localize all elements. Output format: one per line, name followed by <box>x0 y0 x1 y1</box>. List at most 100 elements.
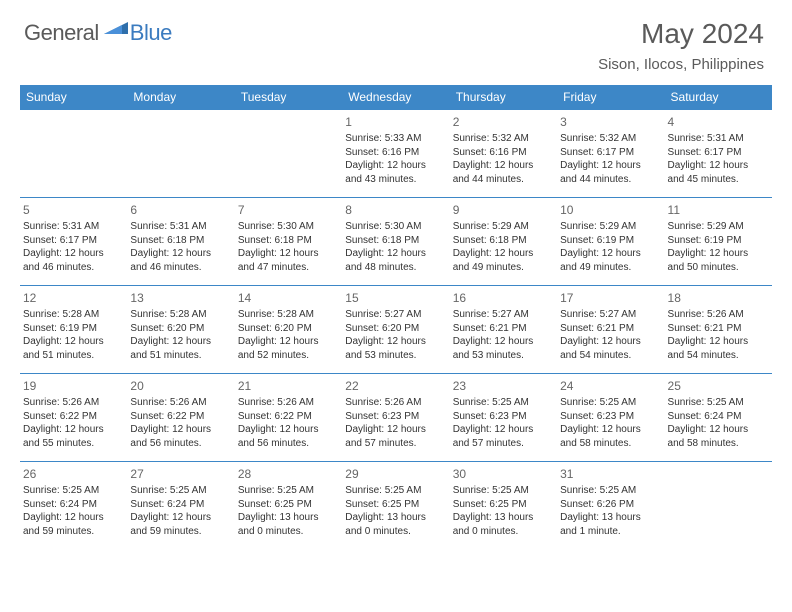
calendar-body: 1 Sunrise: 5:33 AMSunset: 6:16 PMDaylight… <box>20 110 772 546</box>
day-details: Sunrise: 5:28 AMSunset: 6:20 PMDaylight:… <box>130 308 231 362</box>
day-number: 14 <box>238 290 339 306</box>
day-details: Sunrise: 5:31 AMSunset: 6:18 PMDaylight:… <box>130 220 231 274</box>
weekday-header: Tuesday <box>235 85 342 110</box>
calendar-cell: 4 Sunrise: 5:31 AMSunset: 6:17 PMDaylight… <box>665 110 772 198</box>
calendar-cell <box>127 110 234 198</box>
calendar-cell: 28 Sunrise: 5:25 AMSunset: 6:25 PMDayligh… <box>235 462 342 546</box>
calendar-cell <box>235 110 342 198</box>
day-number: 8 <box>345 202 446 218</box>
day-details: Sunrise: 5:29 AMSunset: 6:19 PMDaylight:… <box>668 220 769 274</box>
calendar-cell: 24 Sunrise: 5:25 AMSunset: 6:23 PMDayligh… <box>557 374 664 462</box>
day-details: Sunrise: 5:30 AMSunset: 6:18 PMDaylight:… <box>238 220 339 274</box>
day-number: 20 <box>130 378 231 394</box>
calendar-cell: 10 Sunrise: 5:29 AMSunset: 6:19 PMDayligh… <box>557 198 664 286</box>
day-number: 17 <box>560 290 661 306</box>
location: Sison, Ilocos, Philippines <box>598 56 764 73</box>
day-details: Sunrise: 5:31 AMSunset: 6:17 PMDaylight:… <box>23 220 124 274</box>
weekday-header: Wednesday <box>342 85 449 110</box>
day-details: Sunrise: 5:32 AMSunset: 6:17 PMDaylight:… <box>560 132 661 186</box>
day-details: Sunrise: 5:25 AMSunset: 6:25 PMDaylight:… <box>238 484 339 538</box>
calendar-cell: 23 Sunrise: 5:25 AMSunset: 6:23 PMDayligh… <box>450 374 557 462</box>
day-details: Sunrise: 5:29 AMSunset: 6:18 PMDaylight:… <box>453 220 554 274</box>
day-number: 18 <box>668 290 769 306</box>
day-number: 7 <box>238 202 339 218</box>
calendar-cell: 18 Sunrise: 5:26 AMSunset: 6:21 PMDayligh… <box>665 286 772 374</box>
day-number: 13 <box>130 290 231 306</box>
calendar-cell: 21Sunrise: 5:26 AMSunset: 6:22 PMDayligh… <box>235 374 342 462</box>
day-details: Sunrise: 5:26 AMSunset: 6:23 PMDaylight:… <box>345 396 446 450</box>
day-number: 11 <box>668 202 769 218</box>
day-number: 1 <box>345 114 446 130</box>
calendar-cell: 12 Sunrise: 5:28 AMSunset: 6:19 PMDayligh… <box>20 286 127 374</box>
logo-text-blue: Blue <box>130 20 172 46</box>
day-details: Sunrise: 5:27 AMSunset: 6:21 PMDaylight:… <box>453 308 554 362</box>
day-details: Sunrise: 5:29 AMSunset: 6:19 PMDaylight:… <box>560 220 661 274</box>
calendar-cell: 6 Sunrise: 5:31 AMSunset: 6:18 PMDaylight… <box>127 198 234 286</box>
day-number: 3 <box>560 114 661 130</box>
day-details: Sunrise: 5:30 AMSunset: 6:18 PMDaylight:… <box>345 220 446 274</box>
day-number: 25 <box>668 378 769 394</box>
day-details: Sunrise: 5:25 AMSunset: 6:26 PMDaylight:… <box>560 484 661 538</box>
calendar-cell <box>665 462 772 546</box>
logo-triangle-icon <box>104 18 128 39</box>
day-number: 10 <box>560 202 661 218</box>
day-details: Sunrise: 5:31 AMSunset: 6:17 PMDaylight:… <box>668 132 769 186</box>
calendar-cell: 7 Sunrise: 5:30 AMSunset: 6:18 PMDaylight… <box>235 198 342 286</box>
day-number: 5 <box>23 202 124 218</box>
calendar-table: SundayMondayTuesdayWednesdayThursdayFrid… <box>20 85 772 546</box>
calendar-cell: 2 Sunrise: 5:32 AMSunset: 6:16 PMDaylight… <box>450 110 557 198</box>
calendar-cell: 8 Sunrise: 5:30 AMSunset: 6:18 PMDaylight… <box>342 198 449 286</box>
day-number: 23 <box>453 378 554 394</box>
day-number: 4 <box>668 114 769 130</box>
calendar-cell <box>20 110 127 198</box>
calendar-cell: 22 Sunrise: 5:26 AMSunset: 6:23 PMDayligh… <box>342 374 449 462</box>
day-details: Sunrise: 5:28 AMSunset: 6:20 PMDaylight:… <box>238 308 339 362</box>
day-number: 15 <box>345 290 446 306</box>
day-number: 26 <box>23 466 124 482</box>
calendar-cell: 11 Sunrise: 5:29 AMSunset: 6:19 PMDayligh… <box>665 198 772 286</box>
day-details: Sunrise: 5:25 AMSunset: 6:25 PMDaylight:… <box>453 484 554 538</box>
day-details: Sunrise: 5:25 AMSunset: 6:23 PMDaylight:… <box>453 396 554 450</box>
day-number: 31 <box>560 466 661 482</box>
header: General Blue May 2024 Sison, Ilocos, Phi… <box>0 0 792 77</box>
day-details: Sunrise: 5:33 AMSunset: 6:16 PMDaylight:… <box>345 132 446 186</box>
calendar-cell: 29Sunrise: 5:25 AMSunset: 6:25 PMDayligh… <box>342 462 449 546</box>
weekday-header: Thursday <box>450 85 557 110</box>
calendar-cell: 25Sunrise: 5:25 AMSunset: 6:24 PMDayligh… <box>665 374 772 462</box>
day-details: Sunrise: 5:26 AMSunset: 6:22 PMDaylight:… <box>238 396 339 450</box>
day-number: 19 <box>23 378 124 394</box>
logo-text-general: General <box>24 20 99 46</box>
day-number: 30 <box>453 466 554 482</box>
weekday-header: Saturday <box>665 85 772 110</box>
day-details: Sunrise: 5:25 AMSunset: 6:24 PMDaylight:… <box>130 484 231 538</box>
calendar-cell: 14 Sunrise: 5:28 AMSunset: 6:20 PMDayligh… <box>235 286 342 374</box>
calendar-cell: 1 Sunrise: 5:33 AMSunset: 6:16 PMDaylight… <box>342 110 449 198</box>
day-details: Sunrise: 5:25 AMSunset: 6:23 PMDaylight:… <box>560 396 661 450</box>
calendar-cell: 15 Sunrise: 5:27 AMSunset: 6:20 PMDayligh… <box>342 286 449 374</box>
day-details: Sunrise: 5:28 AMSunset: 6:19 PMDaylight:… <box>23 308 124 362</box>
day-number: 2 <box>453 114 554 130</box>
day-details: Sunrise: 5:26 AMSunset: 6:21 PMDaylight:… <box>668 308 769 362</box>
day-number: 24 <box>560 378 661 394</box>
day-details: Sunrise: 5:25 AMSunset: 6:25 PMDaylight:… <box>345 484 446 538</box>
logo: General Blue <box>24 18 172 47</box>
day-details: Sunrise: 5:25 AMSunset: 6:24 PMDaylight:… <box>23 484 124 538</box>
calendar-cell: 5 Sunrise: 5:31 AMSunset: 6:17 PMDaylight… <box>20 198 127 286</box>
month-title: May 2024 <box>598 18 764 50</box>
day-number: 22 <box>345 378 446 394</box>
day-number: 12 <box>23 290 124 306</box>
weekday-header: Friday <box>557 85 664 110</box>
calendar-cell: 17 Sunrise: 5:27 AMSunset: 6:21 PMDayligh… <box>557 286 664 374</box>
day-details: Sunrise: 5:26 AMSunset: 6:22 PMDaylight:… <box>23 396 124 450</box>
day-number: 6 <box>130 202 231 218</box>
calendar-head: SundayMondayTuesdayWednesdayThursdayFrid… <box>20 85 772 110</box>
day-details: Sunrise: 5:32 AMSunset: 6:16 PMDaylight:… <box>453 132 554 186</box>
day-details: Sunrise: 5:27 AMSunset: 6:20 PMDaylight:… <box>345 308 446 362</box>
calendar-cell: 9Sunrise: 5:29 AMSunset: 6:18 PMDaylight… <box>450 198 557 286</box>
day-details: Sunrise: 5:27 AMSunset: 6:21 PMDaylight:… <box>560 308 661 362</box>
calendar-cell: 31 Sunrise: 5:25 AMSunset: 6:26 PMDayligh… <box>557 462 664 546</box>
day-number: 16 <box>453 290 554 306</box>
day-number: 28 <box>238 466 339 482</box>
calendar-cell: 26 Sunrise: 5:25 AMSunset: 6:24 PMDayligh… <box>20 462 127 546</box>
calendar-cell: 30 Sunrise: 5:25 AMSunset: 6:25 PMDayligh… <box>450 462 557 546</box>
